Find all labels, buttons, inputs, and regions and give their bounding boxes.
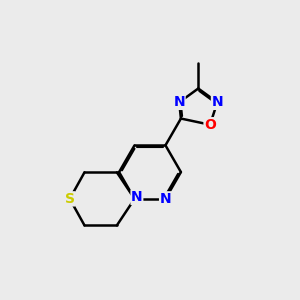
Text: N: N [212,95,223,109]
Text: S: S [65,192,75,206]
Text: N: N [160,192,171,206]
Text: O: O [204,118,216,132]
Text: N: N [131,190,143,204]
Text: N: N [173,95,185,109]
